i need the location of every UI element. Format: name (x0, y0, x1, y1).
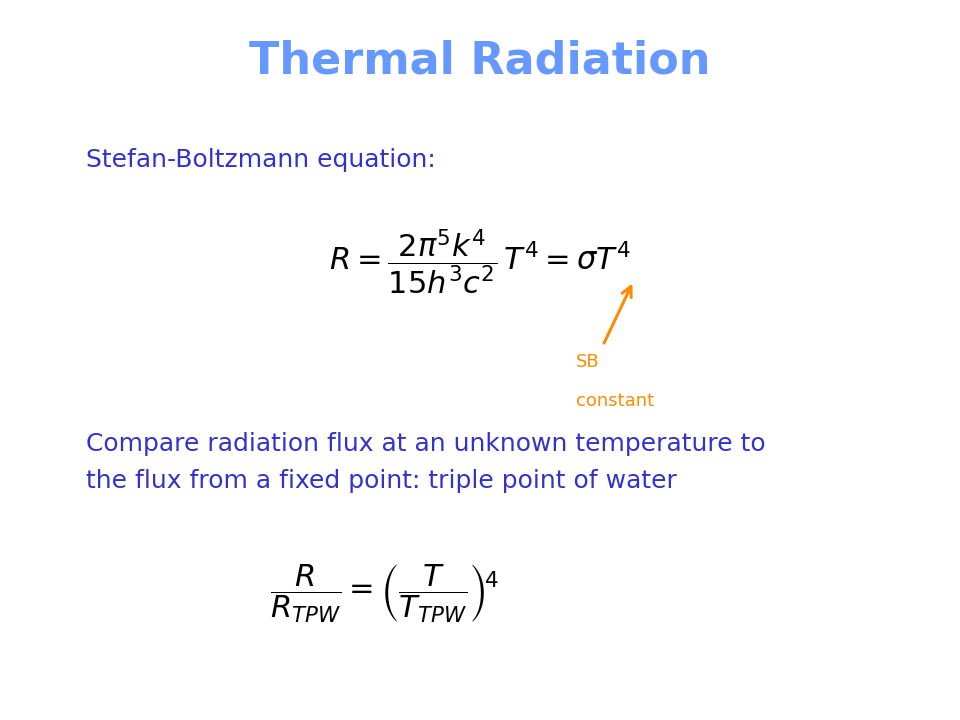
Text: $\dfrac{R}{R_{TPW}} = \left(\dfrac{T}{T_{TPW}}\right)^{\!4}$: $\dfrac{R}{R_{TPW}} = \left(\dfrac{T}{T_… (270, 562, 498, 626)
Text: SB: SB (576, 353, 600, 371)
Text: constant: constant (576, 392, 654, 410)
Text: Thermal Radiation: Thermal Radiation (250, 40, 710, 83)
Text: Stefan-Boltzmann equation:: Stefan-Boltzmann equation: (86, 148, 436, 171)
Text: $R = \dfrac{2\pi^5 k^4}{15h^3 c^2}\, T^4 = \sigma T^4$: $R = \dfrac{2\pi^5 k^4}{15h^3 c^2}\, T^4… (329, 228, 631, 297)
Text: the flux from a fixed point: triple point of water: the flux from a fixed point: triple poin… (86, 469, 677, 493)
Text: Compare radiation flux at an unknown temperature to: Compare radiation flux at an unknown tem… (86, 432, 766, 456)
